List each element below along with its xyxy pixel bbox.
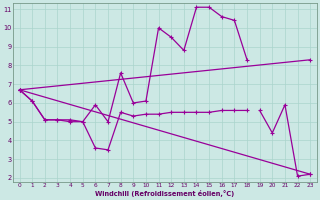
X-axis label: Windchill (Refroidissement éolien,°C): Windchill (Refroidissement éolien,°C) xyxy=(95,190,235,197)
